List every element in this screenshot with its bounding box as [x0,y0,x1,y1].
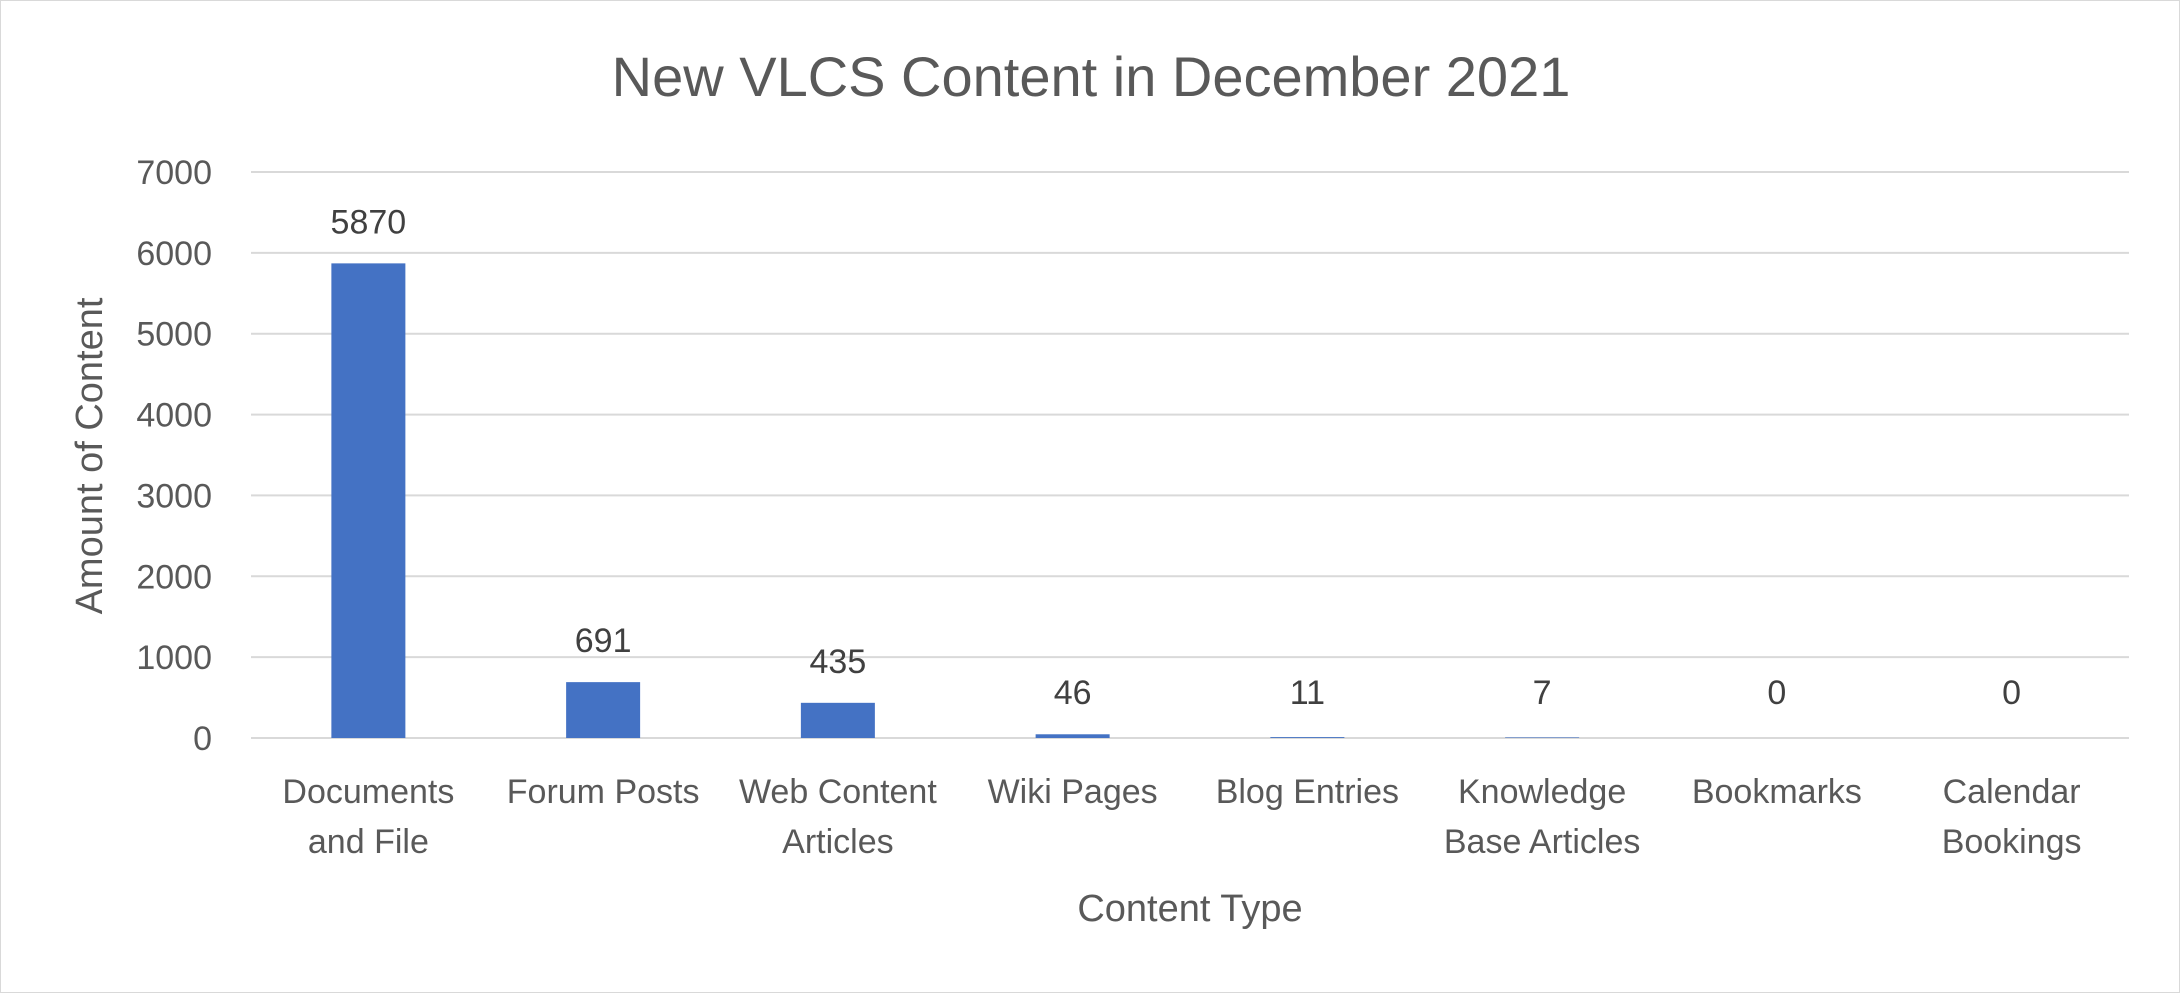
y-tick-label: 0 [193,720,212,758]
x-tick-label-line: Web Content [739,773,937,811]
bar [566,682,641,738]
y-tick-label: 2000 [136,558,212,596]
x-axis-title: Content Type [1077,888,1302,930]
data-label: 0 [1767,674,1786,712]
y-tick-label: 4000 [136,397,212,435]
x-tick-label-line: Forum Posts [507,773,700,811]
x-tick-label-line: Wiki Pages [988,773,1158,811]
x-tick-label-line: Base Articles [1444,823,1641,861]
gridlines [251,171,2129,739]
data-label: 435 [810,643,867,681]
x-tick-label-line: Articles [782,823,893,861]
y-tick-label: 6000 [136,235,212,273]
x-tick-label: Web Content Articles [739,773,937,861]
y-tick-label: 3000 [136,477,212,515]
x-tick-label-line: Bookings [1942,823,2082,861]
data-label: 691 [575,622,632,660]
bars [331,263,1580,738]
x-tick-label-line: Documents [282,773,454,811]
bar [1270,737,1345,738]
x-tick-label: Documents and File [282,773,454,861]
bar [331,263,406,738]
x-tick-label: Bookmarks [1692,773,1862,811]
x-tick-label: Calendar Bookings [1942,773,2082,861]
x-axis-ticks: Documents and File Forum Posts Web Content A… [282,773,2081,861]
x-tick-label-line: Calendar [1943,773,2081,811]
data-label: 5870 [331,203,407,241]
x-tick-label-line: Knowledge [1458,773,1626,811]
data-label: 0 [2002,674,2021,712]
x-tick-label: Wiki Pages [988,773,1158,811]
y-axis-ticks: 0 1000 2000 3000 4000 5000 6000 7000 [136,154,212,758]
x-tick-label-line: Bookmarks [1692,773,1862,811]
x-tick-label-line: and File [308,823,429,861]
data-labels: 5870 691 435 46 11 7 0 0 [331,203,2022,712]
y-tick-label: 7000 [136,154,212,192]
x-tick-label-line: Blog Entries [1216,773,1399,811]
x-tick-label: Blog Entries [1216,773,1399,811]
x-tick-label: Forum Posts [507,773,700,811]
bar [800,702,875,738]
y-tick-label: 1000 [136,639,212,677]
data-label: 11 [1290,674,1325,712]
bar [1035,734,1110,738]
chart-title: New VLCS Content in December 2021 [612,45,1571,108]
x-tick-label: Knowledge Base Articles [1444,773,1641,861]
data-label: 46 [1054,674,1092,712]
bar [1505,737,1580,738]
y-axis-title: Amount of Content [69,297,111,614]
data-label: 7 [1533,674,1552,712]
y-tick-label: 5000 [136,316,212,354]
